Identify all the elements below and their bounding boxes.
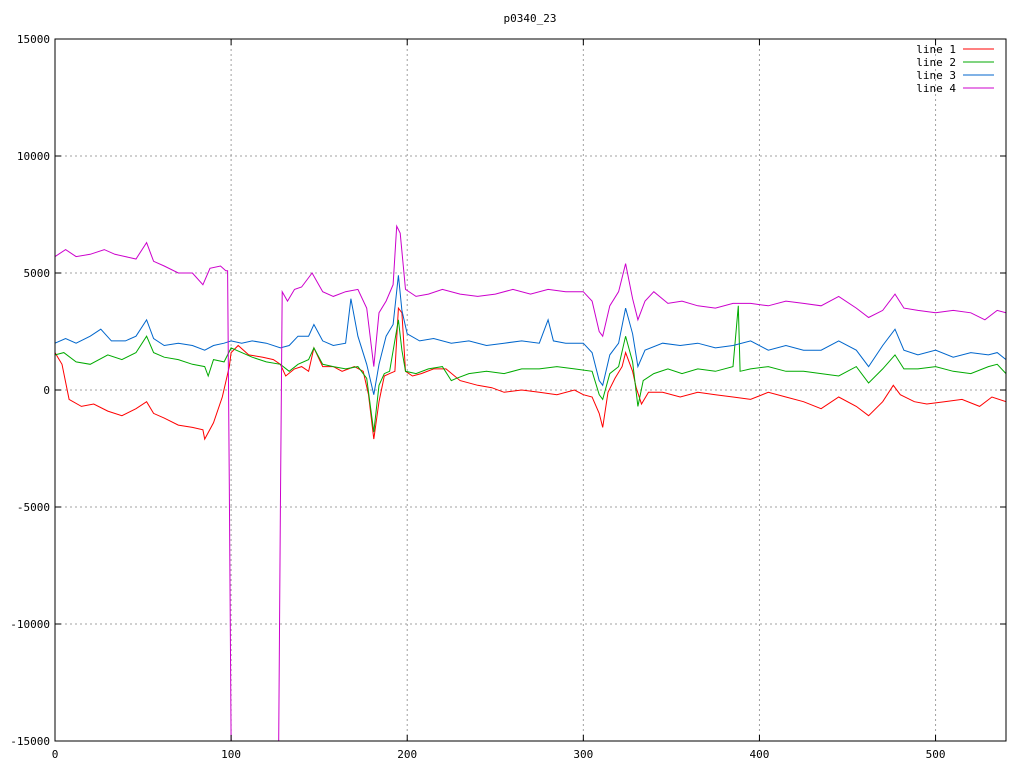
- y-tick-label: 0: [43, 384, 50, 397]
- x-tick-label: 100: [221, 748, 241, 761]
- y-tick-label: -5000: [17, 501, 50, 514]
- legend-label-1: line 1: [916, 43, 956, 56]
- series-line-3: [55, 275, 1006, 395]
- series-line-2: [55, 305, 1006, 433]
- grid-lines: [55, 39, 1006, 741]
- series-layer: [55, 224, 1006, 741]
- y-tick-label: 10000: [17, 150, 50, 163]
- series-line-4: [55, 224, 1006, 741]
- legend-label-4: line 4: [916, 82, 956, 95]
- axis-ticks: 0 100 200 300 400 500 -15000 -10000 -5000 0 5000 10…: [10, 33, 1006, 761]
- legend-label-3: line 3: [916, 69, 956, 82]
- y-tick-label: -15000: [10, 735, 50, 748]
- y-tick-label: 15000: [17, 33, 50, 46]
- x-tick-label: 500: [926, 748, 946, 761]
- chart-title: p0340_23: [504, 12, 557, 25]
- x-tick-label: 400: [750, 748, 770, 761]
- x-tick-label: 200: [397, 748, 417, 761]
- y-tick-label: 5000: [24, 267, 51, 280]
- x-tick-label: 0: [52, 748, 59, 761]
- legend-label-2: line 2: [916, 56, 956, 69]
- x-tick-label: 300: [573, 748, 593, 761]
- series-line-1: [55, 306, 1006, 441]
- y-tick-label: -10000: [10, 618, 50, 631]
